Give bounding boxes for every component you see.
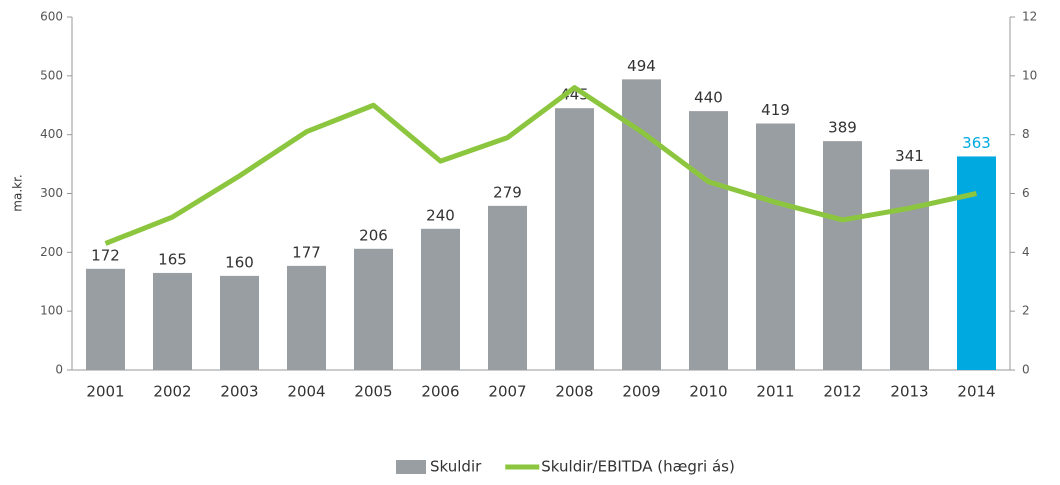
y2-tick-label: 6 [1022, 186, 1030, 200]
y-tick-label: 200 [40, 245, 63, 259]
legend-swatch [396, 460, 426, 474]
bar [421, 228, 460, 370]
value-label: 389 [828, 119, 857, 137]
x-tick-label: 2005 [354, 383, 392, 401]
x-tick-label: 2004 [287, 383, 325, 401]
y-tick-label: 500 [40, 68, 63, 82]
value-label: 240 [426, 206, 455, 224]
x-tick-label: 2002 [153, 383, 191, 401]
x-tick-label: 2010 [689, 383, 727, 401]
x-tick-label: 2012 [823, 383, 861, 401]
bar [555, 108, 594, 371]
x-tick-label: 2009 [622, 383, 660, 401]
y2-tick-label: 0 [1022, 363, 1030, 377]
y-tick-label: 400 [40, 127, 63, 141]
value-label: 341 [895, 147, 924, 165]
y2-tick-label: 4 [1022, 245, 1030, 259]
bar [287, 265, 326, 370]
bar [756, 123, 795, 370]
value-label: 440 [694, 89, 723, 107]
y2-tick-label: 10 [1022, 68, 1037, 82]
x-tick-label: 2013 [890, 383, 928, 401]
y-tick-label: 100 [40, 304, 63, 318]
bar [622, 79, 661, 370]
bar [890, 169, 929, 370]
x-tick-label: 2003 [220, 383, 258, 401]
bar [153, 272, 192, 370]
y-axis-label: ma.kr. [11, 174, 25, 211]
bar [354, 248, 393, 370]
value-label: 177 [292, 243, 321, 261]
x-tick-label: 2008 [555, 383, 593, 401]
bar [488, 205, 527, 370]
y2-tick-label: 12 [1022, 10, 1037, 24]
bar [823, 141, 862, 370]
value-label: 494 [627, 57, 656, 75]
value-label: 165 [158, 250, 187, 268]
x-tick-label: 2007 [488, 383, 526, 401]
y2-tick-label: 2 [1022, 304, 1030, 318]
y-tick-label: 300 [40, 186, 63, 200]
legend-label: Skuldir/EBITDA (hægri ás) [541, 458, 735, 476]
value-label: 419 [761, 101, 790, 119]
y-tick-label: 0 [55, 363, 63, 377]
line [104, 85, 978, 246]
x-tick-label: 2006 [421, 383, 459, 401]
x-tick-label: 2011 [756, 383, 794, 401]
value-label: 172 [91, 246, 120, 264]
bar [86, 268, 125, 370]
y-tick-label: 600 [40, 10, 63, 24]
y2-tick-label: 8 [1022, 127, 1030, 141]
x-tick-label: 2014 [957, 383, 995, 401]
bar [957, 156, 996, 370]
value-label: 279 [493, 183, 522, 201]
legend-label: Skuldir [430, 458, 482, 476]
value-label: 160 [225, 253, 254, 271]
value-label: 363 [962, 134, 991, 152]
bar [689, 111, 728, 370]
value-label: 206 [359, 226, 388, 244]
x-tick-label: 2001 [86, 383, 124, 401]
bar [220, 275, 259, 370]
